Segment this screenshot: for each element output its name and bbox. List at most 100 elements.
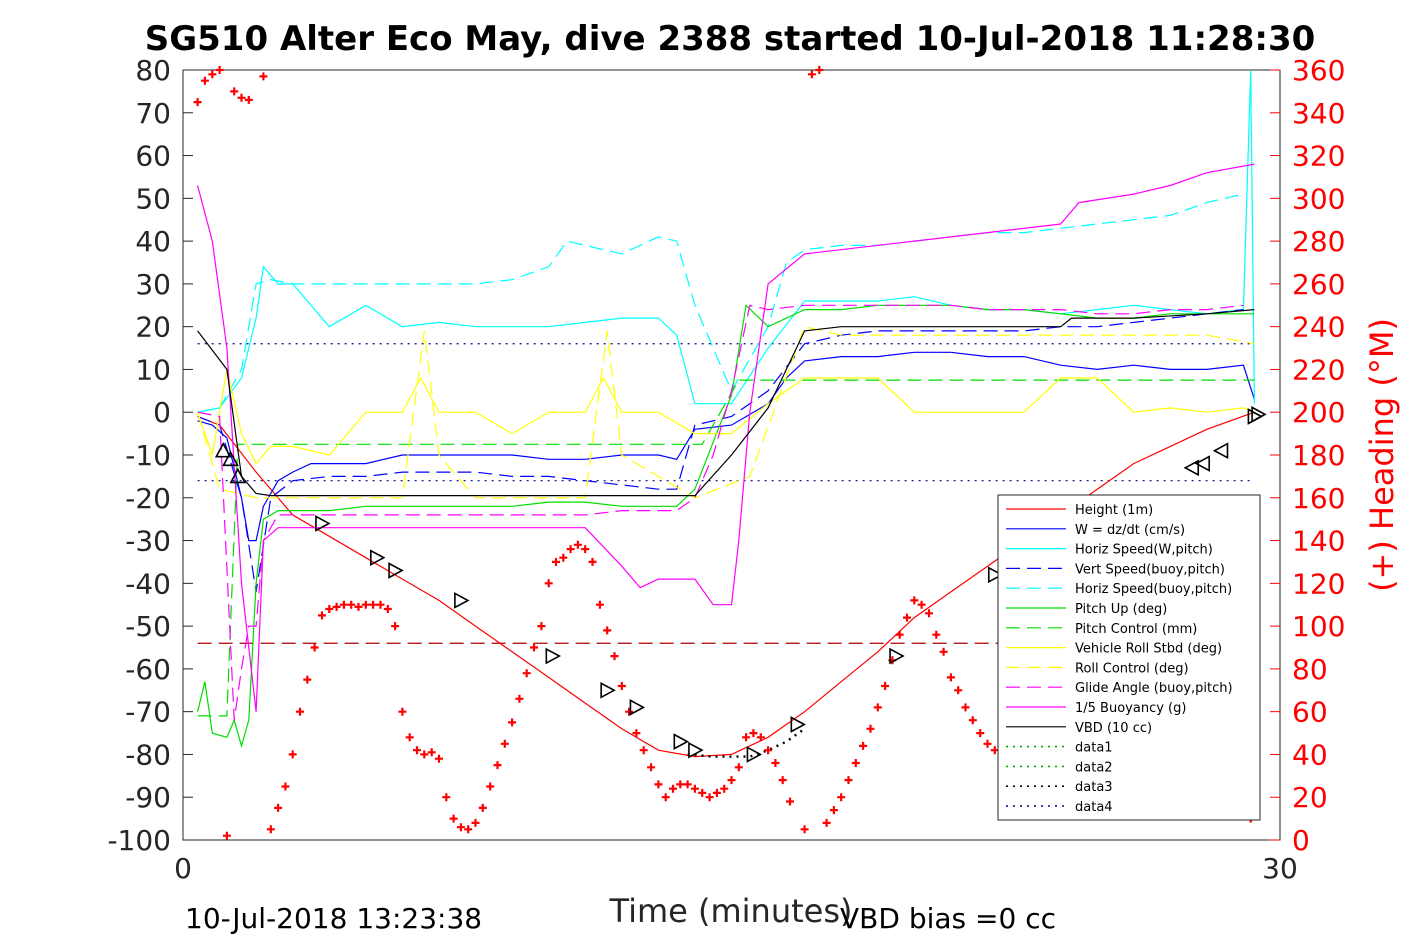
heading-point — [727, 776, 736, 785]
legend-label: VBD (10 cc) — [1075, 721, 1152, 736]
triangle-marker — [688, 741, 704, 759]
heading-point — [676, 780, 685, 789]
legend-label: data4 — [1075, 800, 1113, 815]
heading-point — [829, 806, 838, 815]
triangle-marker — [229, 467, 247, 484]
heading-point — [925, 609, 933, 618]
right-tick-label: 240 — [1292, 311, 1345, 344]
footer-date: 10-Jul-2018 13:23:38 — [185, 902, 482, 935]
heading-point — [244, 95, 253, 104]
right-tick-label: 320 — [1292, 140, 1345, 173]
heading-point — [361, 600, 370, 609]
heading-point — [581, 545, 590, 554]
heading-point — [522, 669, 531, 678]
left-tick-label: 0 — [153, 396, 171, 429]
heading-point — [471, 818, 480, 827]
x-tick-label: 0 — [174, 852, 192, 885]
triangle-marker — [388, 562, 404, 579]
series-line-11 — [197, 309, 1255, 497]
left-tick-label: 20 — [135, 311, 171, 344]
heading-point — [786, 797, 794, 806]
series-line-4 — [197, 193, 1244, 413]
right-tick-label: 260 — [1292, 268, 1345, 301]
heading-point — [442, 793, 451, 802]
right-axis-label: (+) Heading (°M) — [1363, 318, 1401, 592]
heading-point — [756, 733, 765, 742]
triangle-marker — [790, 716, 807, 733]
series-line-2 — [197, 69, 1255, 413]
heading-point — [208, 70, 217, 79]
heading-point — [347, 600, 356, 609]
series-layer — [197, 69, 1255, 758]
triangle-marker — [315, 515, 331, 532]
triangle-markers — [214, 406, 1267, 763]
right-tick-label: 300 — [1292, 182, 1345, 215]
left-tick-label: -90 — [125, 781, 171, 814]
heading-point — [456, 823, 465, 832]
left-tick-label: 70 — [135, 97, 171, 130]
x-axis-ticks: 0 30 — [174, 830, 1298, 885]
legend-label: data1 — [1075, 741, 1113, 756]
legend-label: Glide Angle (buoy,pitch) — [1075, 681, 1233, 696]
legend-label: Vert Speed(buoy,pitch) — [1075, 562, 1225, 577]
heading-point — [222, 831, 231, 840]
heading-point — [332, 602, 341, 611]
heading-point — [274, 803, 283, 812]
heading-point — [625, 707, 634, 716]
heading-point — [398, 707, 407, 716]
heading-point — [917, 600, 926, 609]
legend-label: Height (1m) — [1075, 503, 1153, 518]
heading-point — [325, 605, 334, 613]
triangle-marker — [1194, 455, 1211, 472]
heading-point — [566, 545, 575, 554]
triangle-marker — [987, 566, 1004, 584]
heading-point — [435, 754, 443, 763]
right-tick-label: 280 — [1292, 225, 1345, 258]
heading-point — [851, 759, 860, 767]
heading-point — [837, 793, 846, 802]
right-tick-label: 340 — [1292, 97, 1345, 130]
series-line-5 — [197, 304, 1255, 749]
heading-point — [500, 739, 509, 748]
heading-point — [537, 622, 546, 631]
heading-point — [530, 643, 538, 652]
heading-point — [603, 626, 612, 635]
left-tick-label: 80 — [135, 54, 171, 87]
left-tick-label: -10 — [125, 439, 171, 472]
heading-point — [939, 647, 948, 656]
series-line-8 — [197, 325, 1255, 499]
reference-lines — [197, 343, 1255, 644]
heading-point — [339, 600, 348, 609]
heading-point — [376, 600, 385, 609]
heading-point — [427, 748, 436, 757]
heading-point — [449, 814, 458, 823]
series-line-3 — [197, 309, 1244, 592]
right-axis-ticks: 3603403203002802602402202001801601401201… — [1270, 54, 1345, 857]
heading-point — [903, 613, 911, 622]
heading-point — [391, 622, 400, 631]
heading-point — [259, 72, 268, 81]
heading-point — [559, 553, 568, 562]
heading-point — [968, 716, 977, 725]
heading-point — [844, 776, 853, 785]
heading-point — [807, 70, 816, 79]
left-tick-label: 30 — [135, 268, 171, 301]
heading-point — [303, 675, 312, 684]
heading-point — [486, 782, 495, 791]
right-tick-label: 180 — [1292, 439, 1345, 472]
heading-point — [383, 605, 392, 613]
left-tick-label: 40 — [135, 225, 171, 258]
right-tick-label: 140 — [1292, 525, 1345, 558]
heading-point — [493, 761, 502, 770]
chart-title: SG510 Alter Eco May, dive 2388 started 1… — [145, 19, 1316, 59]
heading-point — [669, 784, 677, 793]
triangle-marker — [600, 681, 616, 699]
legend-label: Pitch Up (deg) — [1075, 602, 1167, 617]
heading-point — [508, 718, 517, 727]
left-tick-label: -60 — [125, 653, 171, 686]
heading-point — [866, 724, 875, 733]
right-tick-label: 160 — [1292, 482, 1345, 515]
left-tick-label: 60 — [135, 140, 171, 173]
heading-point — [237, 93, 246, 102]
triangle-marker — [1212, 442, 1229, 460]
